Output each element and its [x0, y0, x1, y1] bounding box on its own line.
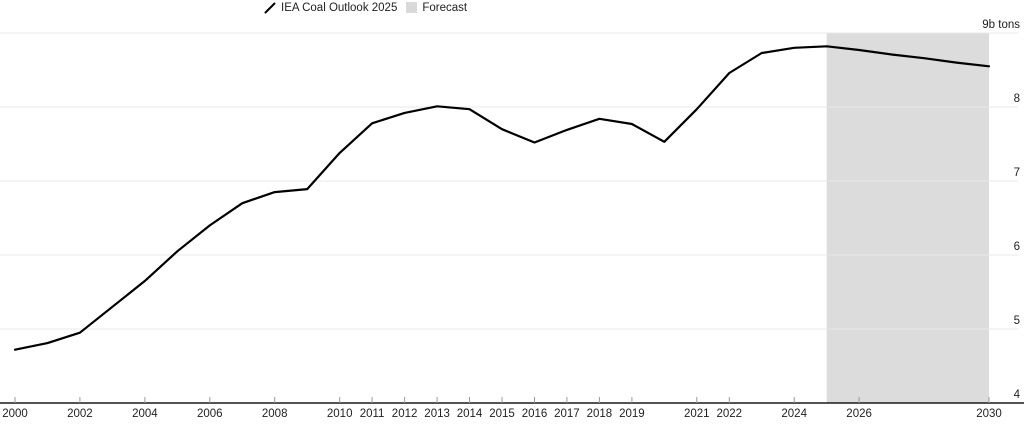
x-axis-label: 2018: [587, 408, 613, 420]
x-axis-label: 2021: [684, 408, 710, 420]
x-axis-label: 2015: [489, 408, 515, 420]
x-axis-label: 2017: [554, 408, 580, 420]
legend-item-series: IEA Coal Outlook 2025: [264, 1, 397, 15]
x-axis-label: 2024: [781, 408, 807, 420]
x-axis-label: 2013: [424, 408, 450, 420]
y-axis-label: 8: [1014, 93, 1020, 105]
x-axis-label: 2011: [360, 408, 385, 420]
y-axis-label: 7: [1014, 167, 1020, 179]
x-axis-label: 2010: [327, 408, 353, 420]
x-axis-label: 2022: [717, 408, 743, 420]
line-series-icon: [264, 2, 276, 13]
forecast-swatch-icon: [406, 2, 418, 13]
legend-forecast-label: Forecast: [422, 1, 468, 14]
x-axis-label: 2002: [67, 408, 93, 420]
legend-series-label: IEA Coal Outlook 2025: [281, 1, 398, 14]
x-axis-label: 2019: [619, 408, 645, 420]
legend-item-forecast: Forecast: [406, 1, 467, 15]
x-axis-label: 2004: [132, 408, 158, 420]
data-line: [13, 45, 991, 351]
chart-legend: IEA Coal Outlook 2025 Forecast: [264, 0, 467, 15]
x-axis-label: 2016: [522, 408, 548, 420]
y-axis-label: 6: [1014, 241, 1020, 253]
forecast-region: [826, 33, 989, 403]
x-axis-label: 2014: [457, 408, 483, 420]
x-axis-label: 2006: [197, 408, 223, 420]
y-axis-label: 9b tons: [982, 19, 1020, 31]
y-axis-label: 5: [1014, 315, 1020, 327]
x-axis-label: 2030: [976, 408, 1002, 420]
x-axis-label: 2008: [262, 408, 288, 420]
x-axis-label: 2012: [392, 408, 418, 420]
y-axis-label: 4: [1014, 389, 1021, 401]
x-axis-label: 2000: [2, 408, 28, 420]
x-axis-label: 2026: [846, 408, 872, 420]
